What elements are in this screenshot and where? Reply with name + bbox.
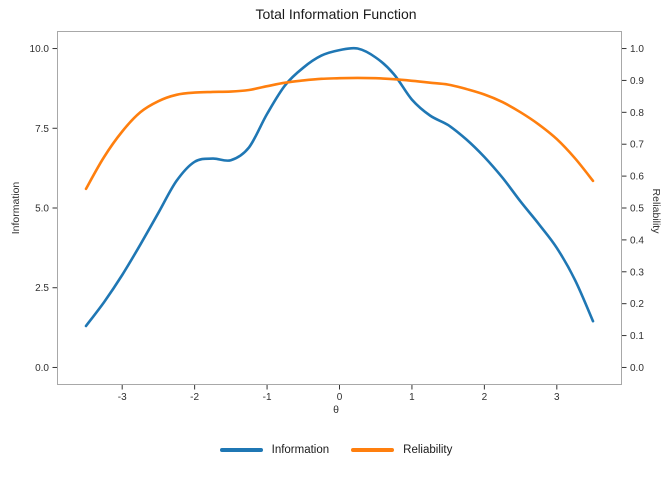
- right-y-tick-label: 0.5: [630, 204, 644, 215]
- right-y-tick-label: 0.3: [630, 267, 644, 278]
- left-axis-title: Information: [10, 181, 22, 235]
- right-y-tick-label: 1.0: [630, 44, 644, 55]
- legend-item-reliability: Reliability: [351, 444, 452, 456]
- right-y-tick-label: 0.0: [630, 363, 644, 374]
- left-y-tick-label: 10.0: [30, 44, 50, 55]
- x-tick-label: 2: [482, 392, 488, 403]
- legend-label-reliability: Reliability: [403, 444, 453, 456]
- left-y-tick-label: 0.0: [35, 363, 49, 374]
- reliability-line-swatch: [351, 448, 395, 452]
- information-line: [84, 46, 595, 328]
- legend-label-information: Information: [271, 444, 330, 456]
- left-y-tick-label: 5.0: [35, 204, 49, 215]
- right-axis-title: Reliability: [650, 188, 662, 234]
- x-tick-label: 0: [337, 392, 343, 403]
- x-tick-label: 3: [554, 392, 560, 403]
- x-axis-title: θ: [333, 404, 339, 416]
- left-y-tick-label: 2.5: [35, 283, 49, 294]
- right-y-tick-label: 0.2: [630, 299, 644, 310]
- legend-item-information: Information: [219, 444, 330, 456]
- x-tick-label: -3: [118, 392, 127, 403]
- right-y-tick-label: 0.9: [630, 76, 644, 87]
- right-y-tick-label: 0.1: [630, 331, 644, 342]
- information-line-swatch: [219, 448, 263, 452]
- plot-panel-border: [57, 31, 622, 385]
- x-tick-label: -1: [263, 392, 272, 403]
- right-y-tick-label: 0.7: [630, 140, 644, 151]
- right-y-tick-label: 0.8: [630, 108, 644, 119]
- chart-title: Total Information Function: [255, 6, 417, 22]
- legend: Information Reliability: [0, 444, 672, 456]
- left-y-tick-label: 7.5: [35, 124, 49, 135]
- x-tick-label: 1: [409, 392, 415, 403]
- right-y-tick-label: 0.4: [630, 235, 644, 246]
- right-y-tick-label: 0.6: [630, 172, 644, 183]
- reliability-line: [84, 76, 595, 191]
- x-tick-label: -2: [190, 392, 199, 403]
